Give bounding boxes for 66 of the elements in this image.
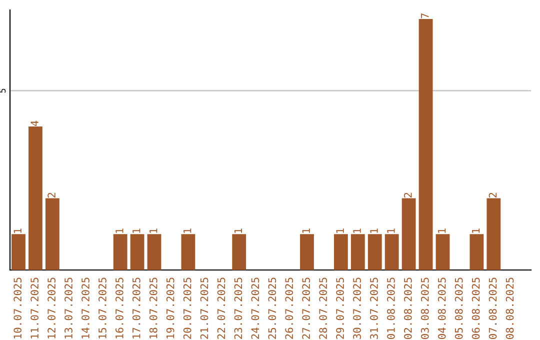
x-tick-label: 22.07.2025	[217, 278, 226, 339]
bar	[402, 198, 416, 270]
data-label: 2	[488, 192, 497, 198]
data-label: 1	[472, 228, 480, 233]
x-tick-label: 06.08.2025	[472, 278, 480, 339]
bar	[300, 234, 314, 270]
data-label: 1	[234, 228, 242, 233]
x-tick-label: 07.08.2025	[488, 278, 497, 339]
data-label: 2	[48, 192, 56, 198]
x-tick-label: 18.07.2025	[149, 278, 158, 338]
x-tick-label: 24.07.2025	[251, 278, 260, 339]
x-tick-label: 21.07.2025	[200, 278, 208, 339]
bar	[334, 234, 348, 270]
data-label: 1	[116, 228, 124, 233]
x-tick-label: 23.07.2025	[234, 278, 242, 339]
data-label: 2	[404, 192, 412, 198]
x-tick-label: 16.07.2025	[115, 278, 124, 338]
bar	[130, 234, 144, 270]
data-label: 1	[14, 228, 22, 233]
bar	[384, 234, 399, 270]
x-tick-label: 28.07.2025	[319, 278, 328, 339]
data-label: 1	[370, 228, 378, 233]
x-tick-label: 29.07.2025	[336, 278, 344, 339]
data-label: 1	[353, 228, 361, 233]
x-tick-label: 13.07.2025	[64, 278, 72, 338]
x-tick-label: 25.07.2025	[268, 278, 276, 339]
x-tick-label: 04.08.2025	[438, 278, 446, 339]
bar	[486, 198, 501, 270]
x-tick-label: 01.08.2025	[387, 278, 395, 339]
x-tick-label: 20.07.2025	[183, 278, 192, 339]
x-tick-label: 14.07.2025	[82, 278, 90, 338]
x-tick-label: 17.07.2025	[132, 278, 140, 338]
x-tick-label: 05.08.2025	[454, 278, 463, 339]
data-label: 1	[184, 228, 192, 233]
bar	[418, 18, 433, 270]
data-label: 7	[421, 13, 429, 18]
bar	[470, 234, 484, 270]
bar	[436, 234, 450, 270]
bar	[113, 234, 128, 270]
data-label: 1	[302, 228, 310, 233]
x-tick-label: 03.08.2025	[420, 278, 429, 339]
data-label: 1	[150, 228, 158, 233]
bar	[147, 234, 162, 270]
x-tick-label: 31.07.2025	[370, 278, 378, 339]
x-tick-label: 27.07.2025	[302, 278, 310, 339]
data-label: 1	[387, 228, 395, 233]
data-label: 1	[438, 228, 446, 233]
bar	[350, 234, 365, 270]
x-tick-label: 02.08.2025	[404, 278, 412, 339]
bar	[232, 234, 246, 270]
bar	[45, 198, 60, 270]
x-tick-label: 26.07.2025	[285, 278, 294, 339]
x-tick-label: 30.07.2025	[353, 278, 361, 339]
bar	[368, 234, 382, 270]
x-tick-label: 19.07.2025	[166, 278, 174, 338]
bar	[28, 126, 42, 270]
bar	[12, 234, 26, 270]
x-tick-label: 15.07.2025	[98, 278, 106, 338]
data-label: 1	[336, 228, 344, 233]
x-tick-label: 10.07.2025	[14, 278, 22, 338]
data-label: 1	[132, 228, 140, 233]
bar	[181, 234, 196, 270]
data-label: 4	[30, 120, 38, 126]
x-tick-label: 11.07.2025	[30, 278, 39, 338]
x-tick-label: 12.07.2025	[48, 278, 56, 338]
x-tick-label: 08.08.2025	[506, 278, 514, 339]
